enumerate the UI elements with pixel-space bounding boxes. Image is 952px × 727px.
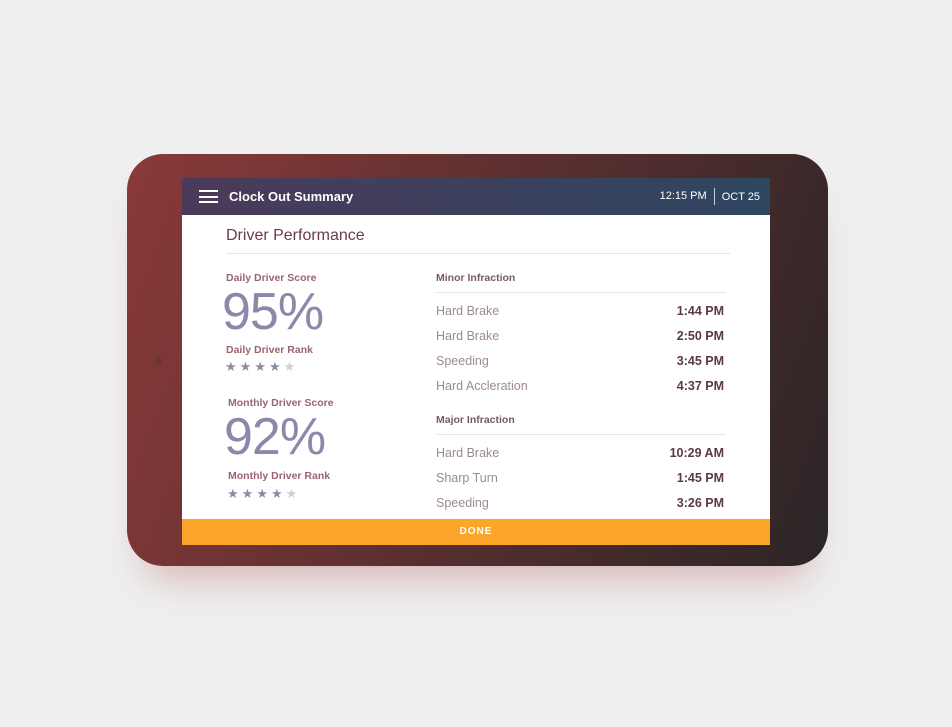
monthly-rank-label: Monthly Driver Rank	[228, 470, 331, 482]
infraction-time: 1:44 PM	[676, 304, 724, 318]
infraction-row: Hard Brake 10:29 AM	[436, 446, 724, 460]
infraction-name: Hard Accleration	[436, 379, 528, 393]
divider	[226, 253, 730, 254]
star-icon: ★	[283, 359, 299, 374]
star-icon: ★	[227, 486, 242, 501]
minor-infraction-title: Minor Infraction	[436, 272, 516, 284]
infraction-name: Hard Brake	[436, 304, 500, 318]
infraction-row: Hard Brake 2:50 PM	[436, 329, 724, 343]
page-title: Driver Performance	[226, 227, 365, 244]
daily-rank-stars: ★★★★★	[225, 359, 298, 375]
daily-rank-label: Daily Driver Rank	[226, 344, 313, 356]
header-date: OCT 25	[721, 190, 760, 203]
star-icon: ★	[268, 359, 284, 374]
infraction-name: Sharp Turn	[436, 471, 498, 485]
camera	[155, 358, 162, 365]
infraction-name: Hard Brake	[436, 329, 500, 343]
app-header: Clock Out Summary 12:15 PM OCT 25	[182, 178, 770, 215]
infraction-row: Speeding 3:26 PM	[436, 496, 724, 510]
screen: Clock Out Summary 12:15 PM OCT 25 Driver…	[182, 178, 770, 545]
header-title: Clock Out Summary	[229, 189, 354, 204]
monthly-score: 92%	[224, 408, 326, 466]
daily-score: 95%	[222, 283, 324, 341]
done-button[interactable]: DONE	[182, 519, 770, 545]
infraction-name: Speeding	[436, 354, 489, 368]
major-infraction-title: Major Infraction	[436, 414, 515, 426]
infraction-row: Hard Brake 1:44 PM	[436, 304, 724, 318]
infraction-row: Hard Accleration 4:37 PM	[436, 379, 724, 393]
star-icon: ★	[285, 486, 301, 501]
infraction-time: 2:50 PM	[676, 329, 724, 343]
infraction-time: 10:29 AM	[669, 446, 724, 460]
star-icon: ★	[241, 486, 257, 501]
daily-score-label: Daily Driver Score	[226, 272, 317, 284]
monthly-rank-stars: ★★★★★	[227, 486, 300, 502]
star-icon: ★	[225, 359, 240, 374]
infraction-time: 4:37 PM	[676, 379, 724, 393]
divider	[436, 292, 726, 293]
infraction-name: Hard Brake	[436, 446, 500, 460]
monthly-score-label: Monthly Driver Score	[228, 397, 334, 409]
infraction-row: Speeding 3:45 PM	[436, 354, 724, 368]
star-icon: ★	[256, 486, 271, 501]
infraction-time: 1:45 PM	[676, 471, 724, 485]
divider	[436, 434, 726, 435]
infraction-time: 3:45 PM	[676, 354, 724, 368]
menu-icon[interactable]	[199, 190, 218, 203]
infraction-row: Sharp Turn 1:45 PM	[436, 471, 724, 485]
star-icon: ★	[254, 359, 269, 374]
header-time: 12:15 PM	[660, 188, 715, 205]
infraction-time: 3:26 PM	[676, 496, 724, 510]
infraction-name: Speeding	[436, 496, 489, 510]
star-icon: ★	[239, 359, 255, 374]
star-icon: ★	[270, 486, 286, 501]
